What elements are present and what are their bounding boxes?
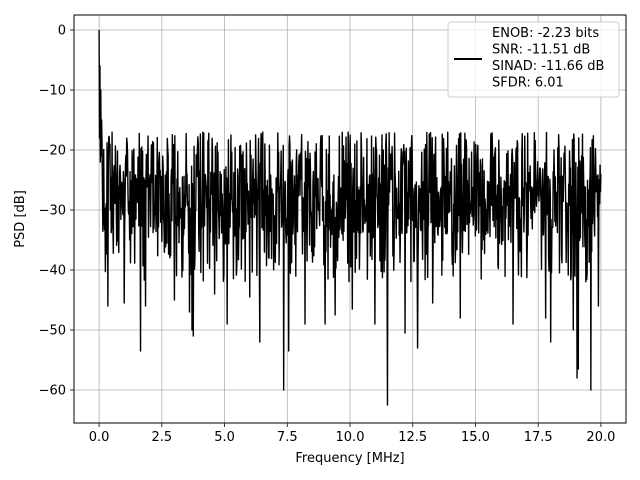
x-axis-label: Frequency [MHz] <box>295 451 404 466</box>
legend-snr: SNR: -11.51 dB <box>492 43 590 58</box>
legend-sfdr: SFDR: 6.01 <box>492 76 564 91</box>
x-tick-label: 17.5 <box>524 430 553 445</box>
y-tick-label: −40 <box>39 264 66 279</box>
psd-series-line <box>98 29 602 406</box>
y-tick-label: 0 <box>58 24 66 39</box>
y-tick-label: −20 <box>39 144 66 159</box>
x-tick-label: 7.5 <box>277 430 298 445</box>
y-tick-label: −50 <box>39 324 66 339</box>
y-axis-label: PSD [dB] <box>13 190 28 248</box>
x-tick-label: 10.0 <box>336 430 365 445</box>
y-tick-label: −60 <box>39 384 66 399</box>
y-tick-label: −30 <box>39 204 66 219</box>
plot-area <box>98 29 602 406</box>
x-tick-label: 20.0 <box>586 430 615 445</box>
x-tick-label: 5.0 <box>214 430 235 445</box>
x-tick-label: 0.0 <box>89 430 110 445</box>
x-tick-label: 12.5 <box>398 430 427 445</box>
legend-box <box>447 21 620 98</box>
legend-sinad: SINAD: -11.66 dB <box>492 59 604 74</box>
x-tick-label: 15.0 <box>461 430 490 445</box>
x-tick-label: 2.5 <box>151 430 172 445</box>
axis-ticks: 0.0 2.5 5.0 7.5 10.0 12.5 15.0 17.5 20.0 0 −10 −20 −… <box>39 24 616 446</box>
y-tick-label: −10 <box>39 84 66 99</box>
legend: ENOB: -2.23 bits SNR: -11.51 dB SINAD: -… <box>447 21 620 98</box>
legend-enob: ENOB: -2.23 bits <box>492 26 599 41</box>
